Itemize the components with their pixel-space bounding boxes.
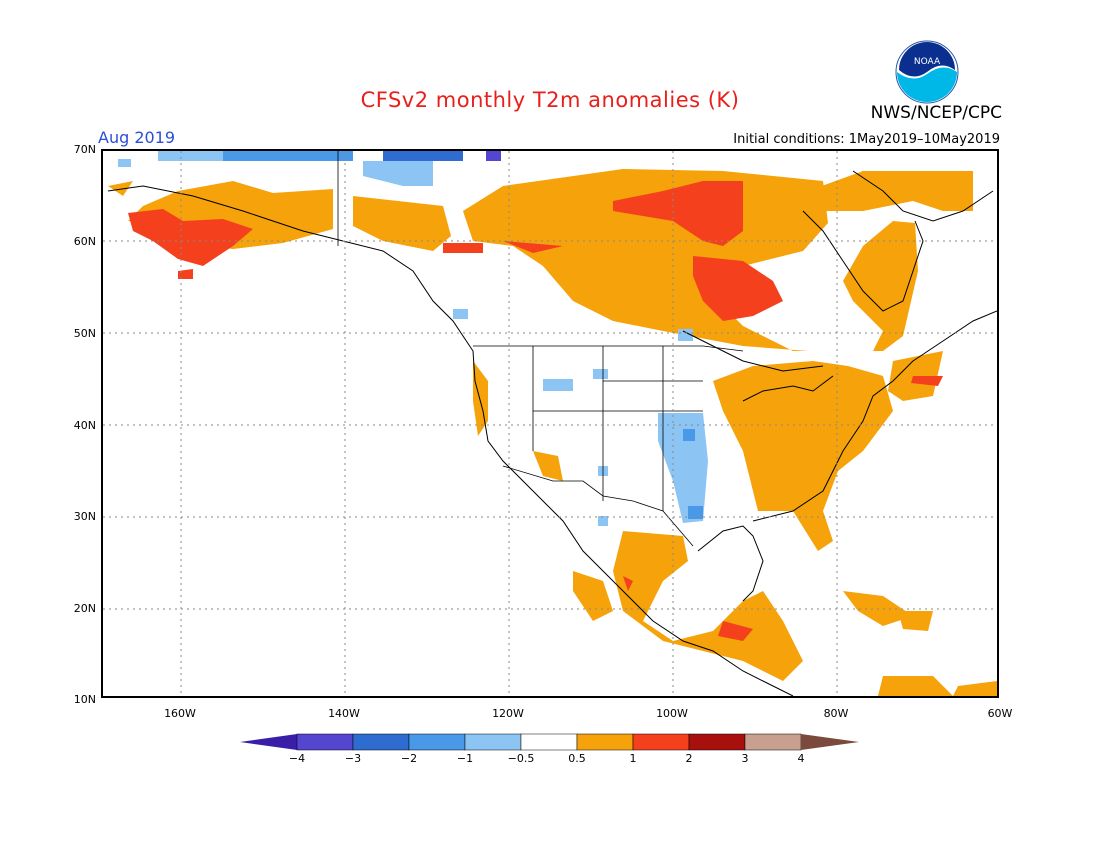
colorbar-label-1: 1 <box>629 752 637 765</box>
graticule <box>103 151 997 696</box>
lat-label-40n: 40N <box>73 419 96 432</box>
colorbar-max-arrow <box>801 734 859 750</box>
map-canvas <box>103 151 997 696</box>
lon-label-80w: 80W <box>823 707 849 720</box>
colorbar-label-3: 3 <box>741 752 749 765</box>
moderate-cool-regions <box>223 151 703 519</box>
colorbar <box>240 733 859 751</box>
political-borders <box>337 151 744 547</box>
lon-label-140w: 140W <box>328 707 360 720</box>
lon-label-120w: 120W <box>492 707 524 720</box>
colorbar-label-neg3: −3 <box>344 752 362 765</box>
colorbar-label-4: 4 <box>797 752 805 765</box>
colorbar-cell-3 <box>408 733 466 751</box>
map-title: CFSv2 monthly T2m anomalies (K) <box>360 88 740 112</box>
colorbar-label-neg05: −0.5 <box>507 752 535 765</box>
lat-label-70n: 70N <box>73 143 96 156</box>
colorbar-cell-9 <box>744 733 802 751</box>
coastlines <box>107 170 997 696</box>
colorbar-label-neg4: −4 <box>288 752 306 765</box>
anomaly-map <box>101 149 999 698</box>
lat-label-60n: 60N <box>73 235 96 248</box>
colorbar-label-05: 0.5 <box>568 752 586 765</box>
colorbar-cell-7 <box>632 733 690 751</box>
agency-label: NWS/NCEP/CPC <box>870 103 1002 123</box>
colorbar-cell-2 <box>352 733 410 751</box>
lon-label-160w: 160W <box>164 707 196 720</box>
colorbar-min-arrow <box>240 734 297 750</box>
colorbar-cell-6 <box>576 733 634 751</box>
noaa-logo <box>895 40 959 104</box>
initial-conditions: Initial conditions: 1May2019–10May2019 <box>733 132 1000 147</box>
lat-label-50n: 50N <box>73 327 96 340</box>
strong-cool-regions <box>383 151 501 161</box>
lat-label-10n: 10N <box>73 693 96 706</box>
lon-label-60w: 60W <box>987 707 1013 720</box>
lon-label-100w: 100W <box>656 707 688 720</box>
lat-label-30n: 30N <box>73 510 96 523</box>
colorbar-cell-5 <box>520 733 578 751</box>
strong-warm-regions <box>128 181 943 641</box>
colorbar-label-neg2: −2 <box>400 752 418 765</box>
colorbar-label-2: 2 <box>685 752 693 765</box>
colorbar-label-neg1: −1 <box>456 752 474 765</box>
colorbar-cell-4 <box>464 733 522 751</box>
lat-label-20n: 20N <box>73 602 96 615</box>
colorbar-cell-8 <box>688 733 746 751</box>
colorbar-cell-1 <box>296 733 354 751</box>
forecast-month: Aug 2019 <box>98 128 176 147</box>
